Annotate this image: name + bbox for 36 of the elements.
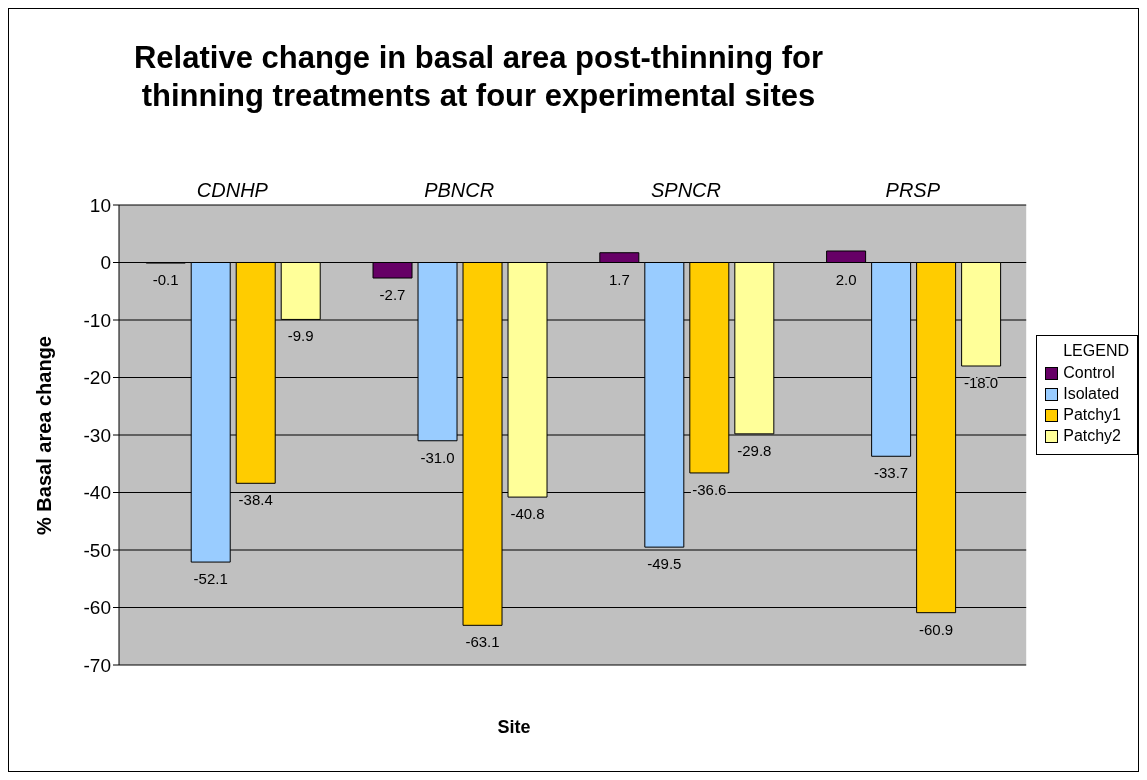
data-label: -40.8 [510, 505, 545, 523]
legend-title: LEGEND [1063, 342, 1129, 360]
y-tick-label: -70 [83, 654, 111, 676]
data-label: -29.8 [737, 441, 772, 459]
data-label: -0.1 [152, 271, 179, 289]
y-tick-label: 10 [89, 194, 111, 216]
legend-label: Patchy1 [1063, 406, 1122, 424]
data-label: -49.5 [647, 555, 682, 573]
y-tick-label: -60 [83, 597, 111, 619]
y-tick-label: -10 [83, 309, 111, 331]
y-tick-label: 0 [100, 252, 111, 274]
data-label: -9.9 [287, 327, 314, 345]
data-label: -38.4 [238, 491, 273, 509]
y-tick-label: -40 [83, 482, 111, 504]
data-label: -33.7 [874, 464, 909, 482]
x-tick-label: CDNHP [196, 179, 269, 201]
chart-title: Relative change in basal area post-thinning for thinning treatments at four experimental sites [133, 39, 824, 115]
data-label: -31.0 [420, 448, 455, 466]
legend-label: Control [1063, 364, 1115, 382]
y-axis-title: % Basal area change [33, 336, 56, 535]
y-tick-label: -20 [83, 367, 111, 389]
data-label: -2.7 [379, 286, 406, 304]
x-tick-label: PRSP [885, 179, 941, 201]
data-label: 2.0 [835, 270, 857, 288]
x-tick-label: SPNCR [650, 179, 722, 201]
legend-label: Patchy2 [1063, 427, 1122, 445]
data-label: -18.0 [964, 374, 999, 391]
data-label: -63.1 [465, 633, 500, 651]
x-axis-title: Site [496, 717, 532, 738]
y-tick-label: -30 [83, 424, 111, 446]
x-tick-label: PBNCR [424, 179, 495, 201]
data-label: -60.9 [919, 620, 954, 638]
data-label: -52.1 [193, 570, 228, 588]
y-tick-label: -50 [83, 539, 111, 561]
legend-label: Isolated [1063, 385, 1120, 403]
data-label: 1.7 [608, 270, 630, 288]
